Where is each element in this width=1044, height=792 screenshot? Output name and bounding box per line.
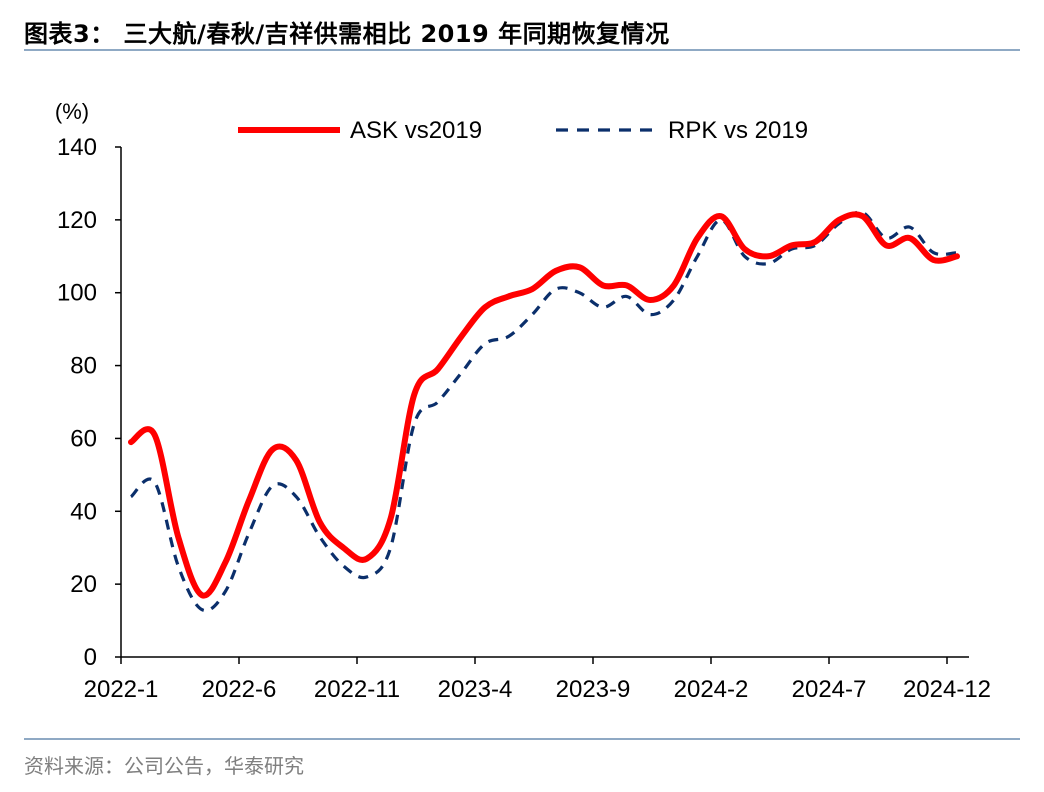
chart-title: 图表3： 三大航/春秋/吉祥供需相比 2019 年同期恢复情况 [24,20,670,48]
x-tick-label: 2022-11 [314,676,400,703]
legend-label-rpk: RPK vs 2019 [668,117,808,144]
series-line-rpk [129,210,958,613]
source-note: 资料来源：公司公告，华泰研究 [24,754,304,778]
series-line-ask [128,211,960,599]
x-tick-label: 2024-12 [903,676,991,703]
axes: 0 20 40 60 80 100 120 140 2022-1 2022-6 2022-11 202… [57,134,991,703]
x-tick-label: 2024-2 [674,676,749,703]
y-tick-label: 100 [57,280,97,307]
x-tick-label: 2023-4 [438,676,513,703]
x-tick-label: 2023-9 [556,676,631,703]
x-tick-label: 2024-7 [792,676,867,703]
legend: ASK vs2019 RPK vs 2019 [238,117,808,144]
y-tick-label: 140 [57,134,97,161]
chart-canvas: (%) ASK vs2019 RPK vs 2019 0 20 40 60 80 100 1… [55,99,991,703]
footer-rule [24,738,1020,740]
y-tick-label: 60 [70,425,97,452]
legend-label-ask: ASK vs2019 [350,117,482,144]
series-layer [128,210,960,613]
y-unit-label: (%) [55,99,89,124]
y-tick-label: 20 [70,571,97,598]
x-tick-label: 2022-1 [84,676,159,703]
x-tick-label: 2022-6 [202,676,277,703]
y-tick-label: 120 [57,207,97,234]
y-tick-label: 40 [70,498,97,525]
y-tick-label: 80 [70,353,97,380]
y-tick-label: 0 [84,644,97,671]
title-rule [24,49,1020,51]
